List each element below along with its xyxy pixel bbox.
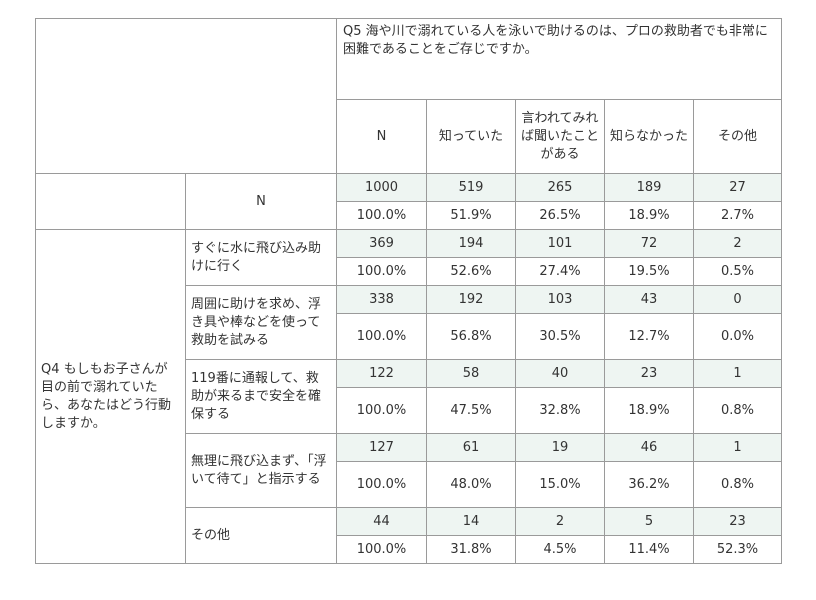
percent-cell: 15.0% — [515, 461, 605, 508]
percent-cell: 27.4% — [515, 257, 605, 286]
total-row-label: N — [185, 173, 337, 230]
count-cell: 46 — [604, 433, 694, 462]
empty-corner-cell — [35, 18, 337, 174]
count-cell: 14 — [426, 507, 516, 536]
percent-cell: 56.8% — [426, 313, 516, 360]
q4-question-label: Q4 もしもお子さんが目の前で溺れていたら、あなたはどう行動しますか。 — [35, 229, 186, 564]
percent-cell: 100.0% — [336, 387, 427, 434]
count-cell: 5 — [604, 507, 694, 536]
percent-cell: 19.5% — [604, 257, 694, 286]
count-cell: 192 — [426, 285, 516, 314]
count-cell: 369 — [336, 229, 427, 258]
row-label: 無理に飛び込まず、「浮いて待て」と指示する — [185, 433, 337, 508]
count-cell: 127 — [336, 433, 427, 462]
col-header-heard: 言われてみれば聞いたことがある — [515, 99, 605, 174]
percent-cell: 2.7% — [693, 201, 782, 230]
percent-cell: 51.9% — [426, 201, 516, 230]
q5-question-header: Q5 海や川で溺れている人を泳いで助けるのは、プロの救助者でも非常に困難であるこ… — [336, 18, 782, 100]
row-label: 周囲に助けを求め、浮き具や棒などを使って救助を試みる — [185, 285, 337, 360]
percent-cell: 52.3% — [693, 535, 782, 564]
count-cell: 101 — [515, 229, 605, 258]
count-cell: 265 — [515, 173, 605, 202]
row-label: すぐに水に飛び込み助けに行く — [185, 229, 337, 286]
count-cell: 0 — [693, 285, 782, 314]
count-cell: 1000 — [336, 173, 427, 202]
col-header-other: その他 — [693, 99, 782, 174]
percent-cell: 100.0% — [336, 201, 427, 230]
count-cell: 23 — [693, 507, 782, 536]
col-header-knew: 知っていた — [426, 99, 516, 174]
percent-cell: 0.8% — [693, 387, 782, 434]
percent-cell: 0.5% — [693, 257, 782, 286]
percent-cell: 30.5% — [515, 313, 605, 360]
percent-cell: 11.4% — [604, 535, 694, 564]
count-cell: 43 — [604, 285, 694, 314]
count-cell: 194 — [426, 229, 516, 258]
count-cell: 338 — [336, 285, 427, 314]
percent-cell: 4.5% — [515, 535, 605, 564]
percent-cell: 26.5% — [515, 201, 605, 230]
count-cell: 61 — [426, 433, 516, 462]
count-cell: 1 — [693, 433, 782, 462]
percent-cell: 12.7% — [604, 313, 694, 360]
count-cell: 189 — [604, 173, 694, 202]
percent-cell: 48.0% — [426, 461, 516, 508]
count-cell: 19 — [515, 433, 605, 462]
count-cell: 72 — [604, 229, 694, 258]
count-cell: 27 — [693, 173, 782, 202]
crosstab-table: Q5 海や川で溺れている人を泳いで助けるのは、プロの救助者でも非常に困難であるこ… — [35, 18, 782, 564]
percent-cell: 52.6% — [426, 257, 516, 286]
count-cell: 23 — [604, 359, 694, 388]
count-cell: 44 — [336, 507, 427, 536]
count-cell: 2 — [693, 229, 782, 258]
count-cell: 1 — [693, 359, 782, 388]
count-cell: 40 — [515, 359, 605, 388]
count-cell: 58 — [426, 359, 516, 388]
percent-cell: 47.5% — [426, 387, 516, 434]
count-cell: 2 — [515, 507, 605, 536]
percent-cell: 18.9% — [604, 387, 694, 434]
count-cell: 122 — [336, 359, 427, 388]
percent-cell: 31.8% — [426, 535, 516, 564]
percent-cell: 0.0% — [693, 313, 782, 360]
col-header-didnt-know: 知らなかった — [604, 99, 694, 174]
percent-cell: 18.9% — [604, 201, 694, 230]
percent-cell: 32.8% — [515, 387, 605, 434]
percent-cell: 100.0% — [336, 313, 427, 360]
percent-cell: 100.0% — [336, 461, 427, 508]
count-cell: 103 — [515, 285, 605, 314]
total-empty-cell — [35, 173, 186, 230]
percent-cell: 36.2% — [604, 461, 694, 508]
percent-cell: 0.8% — [693, 461, 782, 508]
row-label: その他 — [185, 507, 337, 564]
percent-cell: 100.0% — [336, 257, 427, 286]
percent-cell: 100.0% — [336, 535, 427, 564]
row-label: 119番に通報して、救助が来るまで安全を確保する — [185, 359, 337, 434]
count-cell: 519 — [426, 173, 516, 202]
col-header-n: N — [336, 99, 427, 174]
